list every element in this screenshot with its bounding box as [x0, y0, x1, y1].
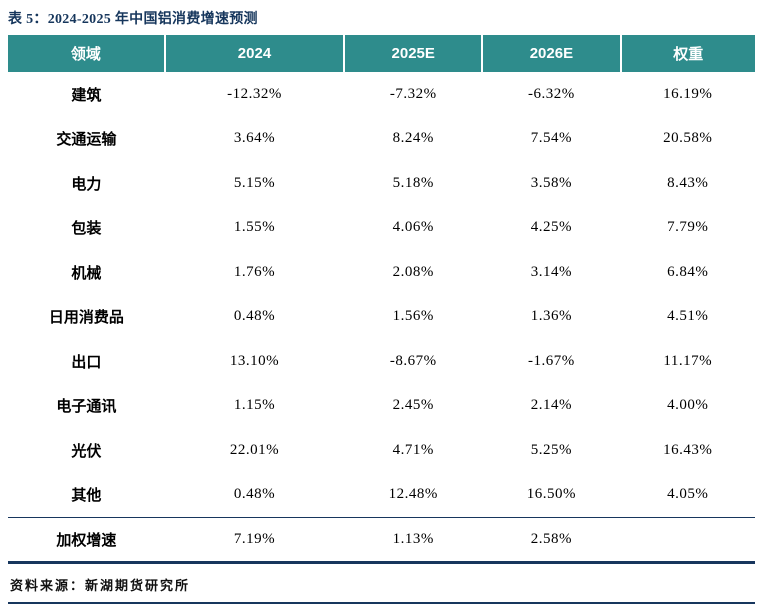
row-label: 交通运输: [56, 131, 117, 149]
cell-value: 20.58%: [663, 130, 713, 147]
cell-value: 22.01%: [229, 441, 280, 458]
row-label: 电力: [71, 175, 102, 193]
column-header-weight: 权重: [619, 35, 755, 72]
column-header-2024: 2024: [163, 35, 345, 72]
cell-value: 0.48%: [233, 486, 276, 502]
column-header-2025e: 2025E: [343, 35, 483, 72]
cell-value: -1.67%: [528, 352, 575, 369]
cell-value: 2.45%: [392, 397, 434, 414]
table-row: 建筑 -12.32% -7.32% -6.32% 16.19%: [8, 72, 755, 117]
table-row: 光伏 22.01% 4.71% 5.25% 16.43%: [8, 428, 755, 473]
cell-value: 8.24%: [392, 130, 434, 147]
cell-value: 6.84%: [667, 263, 709, 280]
cell-value: -12.32%: [227, 85, 282, 102]
cell-value: 4.51%: [667, 308, 709, 325]
cell-value: 4.25%: [530, 219, 573, 236]
row-label: 加权增速: [8, 516, 165, 564]
table-row: 其他 0.48% 12.48% 16.50% 4.05%: [8, 473, 755, 518]
cell-value: 1.13%: [344, 516, 483, 564]
cell-value: 4.06%: [392, 219, 434, 236]
table-header-row: 领域 2024 2025E 2026E 权重: [8, 35, 755, 72]
cell-value: 12.48%: [388, 486, 438, 502]
cell-value: 7.79%: [667, 219, 709, 236]
row-label: 包装: [71, 220, 102, 238]
cell-value: [620, 516, 755, 564]
cell-value: -7.32%: [389, 85, 437, 102]
column-header-2026e: 2026E: [481, 35, 621, 72]
cell-value: -8.67%: [389, 352, 437, 369]
cell-value: 5.15%: [233, 174, 276, 191]
cell-value: 1.36%: [530, 308, 573, 325]
table-row: 出口 13.10% -8.67% -1.67% 11.17%: [8, 339, 755, 384]
table-row: 日用消费品 0.48% 1.56% 1.36% 4.51%: [8, 295, 755, 340]
cell-value: 4.71%: [392, 441, 434, 458]
table-row: 包装 1.55% 4.06% 4.25% 7.79%: [8, 206, 755, 251]
cell-value: 4.05%: [667, 486, 709, 502]
cell-value: 1.76%: [233, 263, 276, 280]
cell-value: 16.50%: [526, 486, 577, 502]
table-row: 电力 5.15% 5.18% 3.58% 8.43%: [8, 161, 755, 206]
cell-value: 4.00%: [667, 397, 709, 414]
cell-value: 16.43%: [663, 441, 713, 458]
forecast-table: 领域 2024 2025E 2026E 权重 建筑 -12.32% -7.32%…: [8, 35, 755, 564]
cell-value: 16.19%: [663, 85, 713, 102]
row-label: 电子通讯: [56, 398, 117, 416]
table-row: 交通运输 3.64% 8.24% 7.54% 20.58%: [8, 117, 755, 162]
cell-value: 1.56%: [392, 308, 434, 325]
cell-value: 7.54%: [530, 130, 573, 147]
cell-value: 3.58%: [530, 174, 573, 191]
row-label: 其他: [71, 487, 102, 504]
weighted-growth-row: 加权增速 7.19% 1.13% 2.58%: [8, 516, 755, 564]
cell-value: 1.15%: [233, 397, 276, 414]
cell-value: 0.48%: [233, 308, 276, 325]
cell-value: 2.14%: [530, 397, 573, 414]
source-note: 资料来源：新湖期货研究所: [8, 564, 755, 604]
cell-value: -6.32%: [528, 85, 575, 102]
cell-value: 2.58%: [482, 516, 621, 564]
cell-value: 3.64%: [233, 130, 276, 147]
column-header-sector: 领域: [8, 35, 165, 72]
cell-value: 8.43%: [667, 174, 709, 191]
table-title: 表 5：2024-2025 年中国铝消费增速预测: [8, 12, 258, 27]
row-label: 日用消费品: [48, 309, 124, 327]
cell-value: 11.17%: [663, 352, 713, 369]
row-label: 光伏: [71, 442, 102, 460]
row-label: 建筑: [71, 86, 102, 104]
cell-value: 5.18%: [392, 174, 434, 191]
cell-value: 1.55%: [233, 219, 276, 236]
cell-value: 13.10%: [229, 352, 280, 369]
table-row: 机械 1.76% 2.08% 3.14% 6.84%: [8, 250, 755, 295]
cell-value: 5.25%: [530, 441, 573, 458]
row-label: 出口: [71, 353, 102, 371]
table-row: 电子通讯 1.15% 2.45% 2.14% 4.00%: [8, 384, 755, 429]
cell-value: 2.08%: [392, 263, 434, 280]
cell-value: 3.14%: [530, 263, 573, 280]
row-label: 机械: [71, 264, 102, 282]
cell-value: 7.19%: [164, 516, 345, 564]
